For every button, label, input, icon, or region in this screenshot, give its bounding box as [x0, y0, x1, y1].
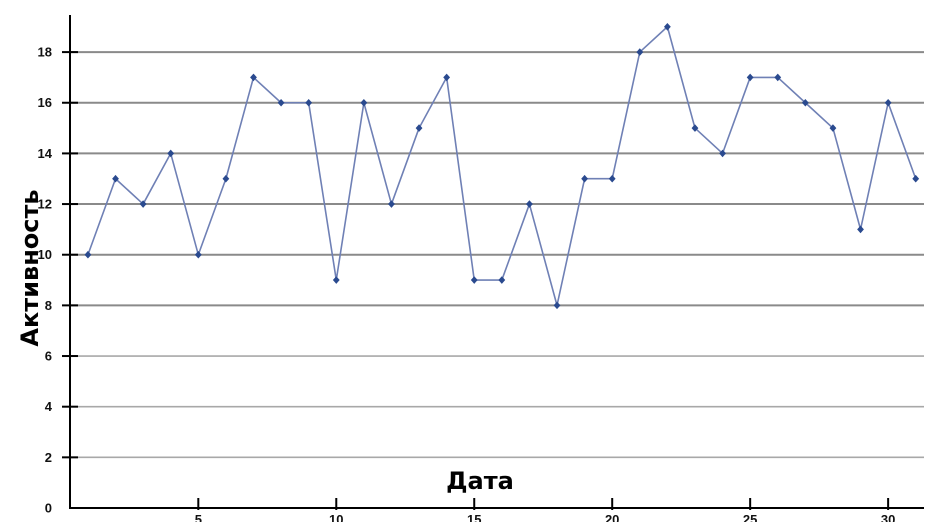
data-point — [305, 98, 313, 107]
data-point — [663, 22, 671, 31]
data-point — [360, 98, 368, 107]
data-point — [470, 276, 478, 284]
data-point — [277, 98, 285, 107]
axes — [69, 15, 924, 509]
y-tick-label: 0 — [45, 501, 52, 516]
x-tick-label: 20 — [605, 512, 619, 522]
x-tick-label: 15 — [467, 512, 481, 522]
data-point — [857, 225, 864, 234]
data-point — [829, 124, 837, 132]
data-point — [443, 73, 451, 82]
data-point — [774, 73, 782, 82]
data-point — [553, 301, 561, 310]
data-point — [636, 48, 644, 56]
gridlines — [70, 51, 924, 459]
y-tick-label: 6 — [45, 349, 52, 364]
y-tick-label: 14 — [38, 146, 53, 161]
data-point — [581, 174, 589, 183]
data-point — [194, 250, 202, 259]
data-point — [415, 124, 423, 132]
y-ticks: 0 2 4 6 8 10 12 14 16 18 — [38, 45, 78, 516]
y-tick-label: 12 — [38, 197, 52, 212]
data-point — [884, 98, 892, 107]
data-point — [526, 200, 533, 208]
data-point — [746, 73, 754, 82]
data-point — [84, 250, 92, 259]
x-tick-label: 10 — [329, 512, 343, 522]
data-point — [608, 174, 616, 183]
data-point — [912, 174, 920, 183]
data-point — [112, 174, 119, 183]
x-axis-title: Дата — [446, 467, 514, 495]
y-tick-label: 4 — [45, 399, 53, 414]
x-tick-label: 25 — [743, 512, 757, 522]
y-tick-label: 10 — [38, 247, 52, 262]
series-line — [87, 25, 917, 307]
data-point — [167, 149, 175, 158]
data-point — [719, 149, 726, 158]
x-tick-label: 5 — [195, 512, 202, 522]
data-point — [691, 124, 699, 132]
data-point — [222, 174, 230, 183]
y-tick-label: 18 — [38, 45, 52, 60]
series — [84, 22, 920, 310]
data-point — [332, 276, 340, 284]
data-point — [801, 98, 809, 107]
y-tick-label: 2 — [45, 450, 52, 465]
x-tick-label: 30 — [881, 512, 895, 522]
y-axis-title: Активность — [16, 189, 44, 346]
x-ticks: 5 10 15 20 25 30 — [195, 498, 895, 522]
data-point — [139, 200, 147, 208]
y-tick-label: 8 — [45, 298, 52, 313]
data-point — [388, 200, 395, 208]
data-point — [498, 276, 506, 284]
data-point — [250, 73, 257, 82]
y-tick-label: 16 — [38, 95, 52, 110]
